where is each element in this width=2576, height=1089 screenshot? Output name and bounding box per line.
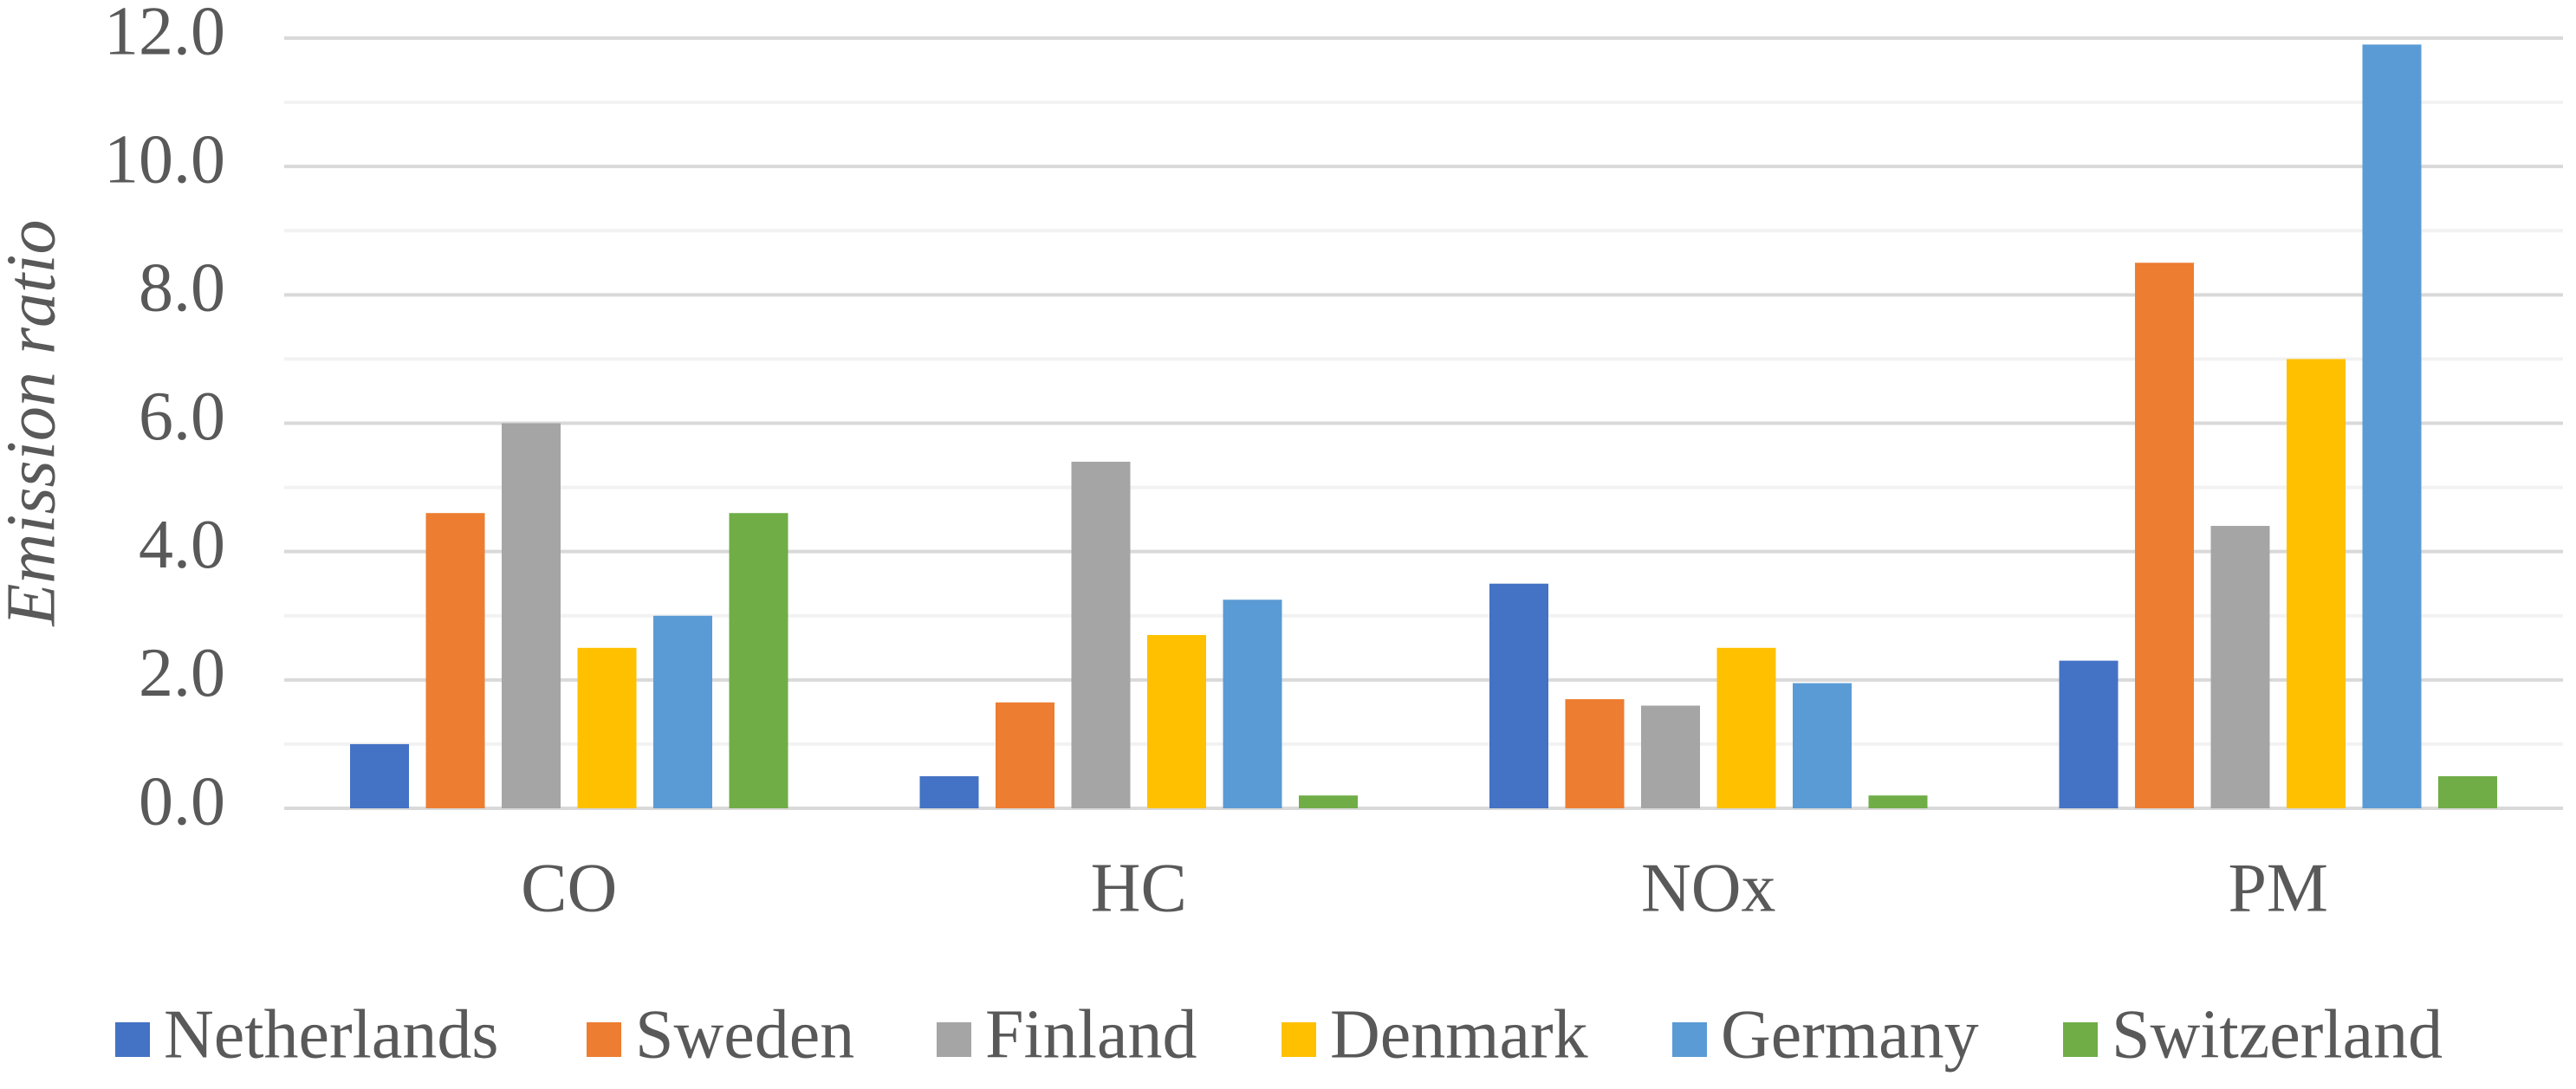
legend-label: Germany bbox=[1721, 996, 1979, 1073]
legend-swatch bbox=[2063, 1022, 2098, 1057]
bar bbox=[1793, 683, 1852, 808]
bar bbox=[1868, 795, 1928, 808]
legend-label: Switzerland bbox=[2112, 996, 2443, 1073]
bar bbox=[1147, 634, 1206, 808]
bar bbox=[2210, 526, 2270, 808]
bar bbox=[1565, 699, 1625, 808]
y-tick-label: 8.0 bbox=[139, 250, 225, 327]
y-tick-label: 0.0 bbox=[139, 763, 225, 839]
y-axis-label: Emission ratio bbox=[0, 220, 69, 627]
legend-label: Netherlands bbox=[164, 996, 499, 1073]
y-tick-label: 2.0 bbox=[139, 635, 225, 711]
bar bbox=[1489, 583, 1548, 808]
legend-swatch bbox=[1282, 1022, 1316, 1057]
bar bbox=[1299, 795, 1358, 808]
x-tick-label: CO bbox=[521, 850, 617, 926]
legend-label: Denmark bbox=[1330, 996, 1588, 1073]
bar bbox=[425, 513, 485, 808]
legend-swatch bbox=[115, 1022, 150, 1057]
y-tick-label: 4.0 bbox=[139, 507, 225, 583]
bar bbox=[729, 513, 788, 808]
bar bbox=[2135, 263, 2194, 809]
legend-swatch bbox=[587, 1022, 621, 1057]
y-tick-label: 6.0 bbox=[139, 379, 225, 455]
y-tick-label: 10.0 bbox=[104, 122, 225, 198]
bar bbox=[577, 647, 637, 808]
bar bbox=[996, 702, 1054, 808]
bar bbox=[919, 775, 979, 808]
legend-swatch bbox=[937, 1022, 971, 1057]
legend-swatch bbox=[1672, 1022, 1707, 1057]
bar bbox=[2059, 660, 2119, 808]
bar bbox=[2287, 359, 2346, 809]
bar bbox=[1223, 600, 1282, 808]
bar bbox=[1641, 705, 1700, 808]
bar bbox=[1071, 461, 1131, 808]
bar bbox=[653, 615, 712, 808]
x-tick-label: PM bbox=[2228, 850, 2328, 926]
legend-label: Finland bbox=[985, 996, 1197, 1073]
y-tick-label: 12.0 bbox=[104, 0, 225, 69]
bar bbox=[2362, 44, 2422, 809]
x-tick-label: NOx bbox=[1641, 850, 1776, 926]
bar bbox=[350, 743, 409, 808]
bar bbox=[502, 423, 561, 808]
x-tick-label: HC bbox=[1091, 850, 1187, 926]
legend-label: Sweden bbox=[635, 996, 854, 1073]
bar bbox=[1716, 647, 1776, 808]
bar bbox=[2438, 775, 2497, 808]
